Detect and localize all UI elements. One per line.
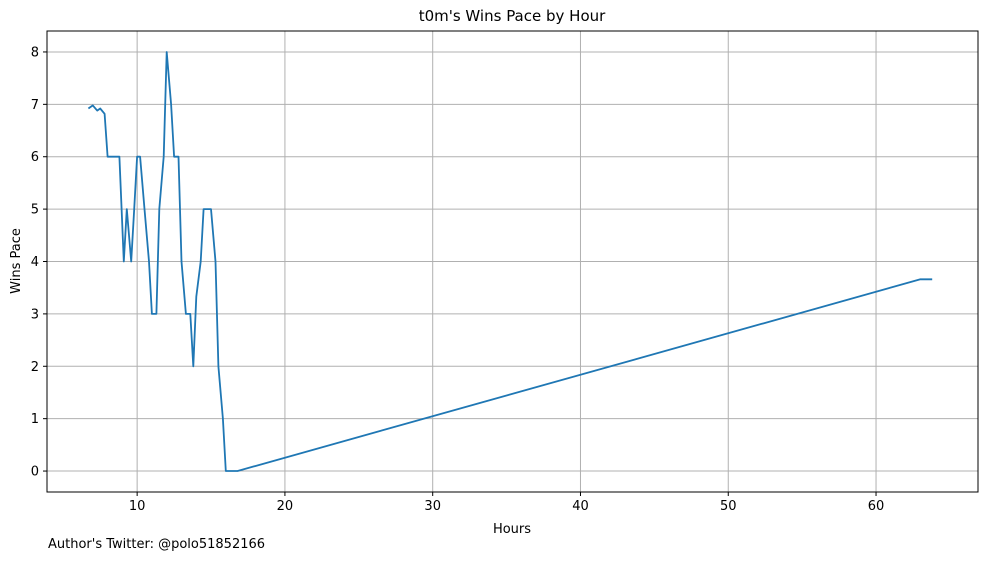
x-axis-label: Hours [493,522,531,537]
y-tick-label: 7 [31,98,39,113]
y-tick-label: 3 [31,307,39,322]
x-tick-label: 50 [720,499,737,514]
chart-title: t0m's Wins Pace by Hour [419,7,606,25]
y-tick-label: 1 [31,412,39,427]
y-tick-label: 4 [31,255,39,270]
y-tick-label: 8 [31,45,39,60]
series-lines [87,51,933,472]
series-line [87,51,933,472]
x-tick-label: 10 [129,499,146,514]
author-note: Author's Twitter: @polo51852166 [48,537,266,552]
y-axis-label: Wins Pace [9,228,24,294]
grid-lines [47,31,978,492]
y-tick-label: 6 [31,150,39,165]
axis-ticks: 10 20 30 40 50 60 0 1 2 3 4 5 6 7 8 [31,45,885,514]
y-tick-label: 0 [31,465,39,480]
x-tick-label: 40 [572,499,589,514]
x-tick-label: 30 [424,499,441,514]
y-tick-label: 5 [31,203,39,218]
y-tick-label: 2 [31,360,39,375]
x-tick-label: 20 [277,499,294,514]
x-tick-label: 60 [868,499,885,514]
